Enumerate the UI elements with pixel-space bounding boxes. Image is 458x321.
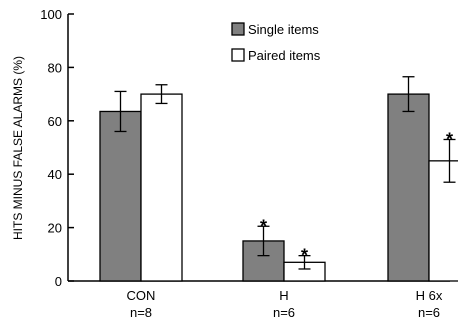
legend-swatch bbox=[231, 22, 245, 36]
y-tick-label: 100 bbox=[40, 7, 62, 22]
category-label: CON bbox=[127, 288, 156, 303]
y-tick-label: 0 bbox=[55, 274, 62, 289]
plot-area: 0 20 40 60 80 100 * * * CON n=8 Hn=6 H 6x n=6 bbox=[40, 7, 458, 320]
category-label: H 6x bbox=[416, 288, 443, 303]
legend-label: Single items bbox=[248, 22, 319, 37]
bar-paired bbox=[140, 93, 183, 282]
bar-paired bbox=[428, 160, 458, 282]
y-tick-label: 20 bbox=[48, 221, 62, 236]
bar-single bbox=[387, 93, 430, 282]
significance-marker: * bbox=[301, 246, 308, 266]
y-axis-label-group: HITS MINUS FALSE ALARMS (%) bbox=[11, 56, 25, 240]
significance-marker: * bbox=[260, 216, 267, 236]
y-tick-label: 60 bbox=[48, 114, 62, 129]
legend-label: Paired items bbox=[248, 48, 321, 63]
category-n-label: n=8 bbox=[130, 305, 152, 320]
legend: Single items Paired items bbox=[231, 22, 321, 63]
y-axis-label: HITS MINUS FALSE ALARMS (%) bbox=[11, 56, 25, 240]
legend-swatch bbox=[231, 48, 245, 62]
significance-marker: * bbox=[446, 129, 453, 149]
category-label: H bbox=[279, 288, 288, 303]
category-n-label: n=6 bbox=[418, 305, 440, 320]
y-tick-label: 40 bbox=[48, 167, 62, 182]
y-tick-label: 80 bbox=[48, 60, 62, 75]
category-n-label: n=6 bbox=[273, 305, 295, 320]
bar-single bbox=[99, 110, 142, 282]
